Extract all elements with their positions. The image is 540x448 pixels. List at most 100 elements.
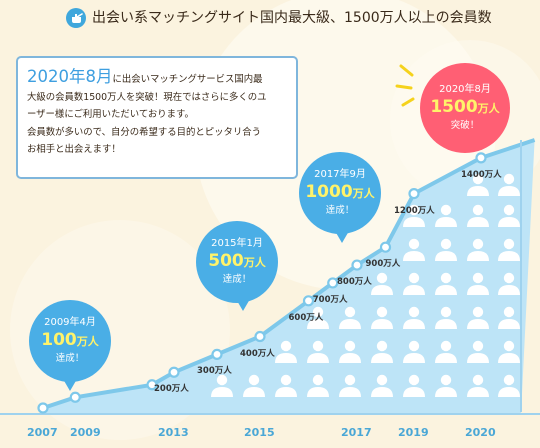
person-silhouette-icon	[435, 306, 457, 329]
data-point-marker	[379, 241, 392, 253]
person-silhouette-icon	[275, 374, 297, 397]
person-silhouette-icon	[467, 306, 489, 329]
person-silhouette-icon	[435, 238, 457, 261]
intro-card: 2020年8月に出会いマッチングサービス国内最 大級の会員数1500万人を突破！…	[16, 56, 298, 179]
bubble-tail	[236, 299, 250, 311]
person-silhouette-icon	[339, 340, 361, 363]
person-silhouette-icon	[307, 306, 329, 329]
person-silhouette-icon	[371, 272, 393, 295]
intro-date: 2020年8月	[27, 67, 113, 86]
milestone-value: 1500	[430, 97, 478, 117]
person-silhouette-icon	[371, 374, 393, 397]
x-tick-label: 2020	[465, 426, 496, 439]
data-point-marker	[69, 391, 81, 403]
milestone-date: 2015年1月	[211, 238, 263, 249]
data-point-label: 400万人	[240, 348, 275, 359]
x-tick-label: 2015	[244, 426, 275, 439]
milestone-unit: 万人	[243, 256, 266, 269]
person-silhouette-icon	[498, 204, 520, 227]
data-point-label: 1400万人	[461, 169, 502, 180]
person-silhouette-icon	[403, 374, 425, 397]
milestone-label: 達成！	[222, 274, 252, 285]
person-silhouette-icon	[403, 340, 425, 363]
data-point-label: 1200万人	[394, 205, 435, 216]
person-silhouette-icon	[403, 238, 425, 261]
pointing-hand-icon	[66, 8, 86, 28]
data-point-label: 600万人	[288, 312, 324, 323]
person-silhouette-icon	[498, 238, 520, 261]
data-point-label: 200万人	[154, 384, 189, 395]
person-silhouette-icon	[498, 272, 520, 295]
people-icons	[211, 173, 520, 397]
person-silhouette-icon	[307, 340, 329, 363]
milestone-bubble-1000: 2017年9月 1000万人 達成！	[299, 152, 381, 234]
data-point-label: 800万人	[337, 277, 372, 288]
person-silhouette-icon	[435, 272, 457, 295]
milestone-value: 100	[41, 330, 77, 350]
person-silhouette-icon	[467, 340, 489, 363]
person-silhouette-icon	[435, 340, 457, 363]
person-silhouette-icon	[435, 204, 457, 227]
milestone-label: 達成！	[55, 353, 85, 364]
person-silhouette-icon	[339, 306, 361, 329]
data-point-marker	[351, 259, 363, 271]
milestone-unit: 万人	[76, 335, 99, 348]
data-point-marker	[37, 402, 49, 414]
person-silhouette-icon	[467, 204, 489, 227]
data-point-marker	[302, 295, 315, 307]
person-silhouette-icon	[467, 374, 489, 397]
person-silhouette-icon	[403, 272, 425, 295]
milestone-bubble-100: 2009年4月 100万人 達成！	[29, 300, 111, 382]
data-point-label: 300万人	[197, 366, 232, 377]
person-silhouette-icon	[498, 306, 520, 329]
person-silhouette-icon	[498, 340, 520, 363]
milestone-bubble-1500: 2020年8月 1500万人 突破！	[420, 63, 510, 153]
intro-line: に出会いマッチングサービス国内最	[112, 74, 263, 85]
intro-line: ーザー様にご利用いただいております。	[27, 109, 194, 120]
data-point-marker	[146, 379, 158, 391]
person-silhouette-icon	[498, 173, 520, 196]
intro-line: 会員数が多いので、自分の希望する目的とピッタリ合う	[27, 126, 262, 138]
x-tick-label: 2019	[398, 426, 429, 439]
data-point-marker	[475, 152, 487, 164]
milestone-bubble-500: 2015年1月 500万人 達成！	[196, 221, 278, 303]
person-silhouette-icon	[371, 340, 393, 363]
data-point-marker	[211, 348, 223, 360]
data-point-marker	[254, 330, 266, 343]
x-tick-label: 2009	[70, 426, 101, 439]
person-silhouette-icon	[371, 306, 393, 329]
person-silhouette-icon	[211, 374, 233, 397]
intro-text: 2020年8月に出会いマッチングサービス国内最 大級の会員数1500万人を突破！…	[27, 68, 288, 159]
milestone-date: 2020年8月	[439, 84, 491, 95]
data-point-marker	[327, 277, 339, 289]
person-silhouette-icon	[498, 374, 520, 397]
milestone-unit: 万人	[352, 187, 375, 200]
data-point-marker	[168, 366, 180, 378]
bubble-tail	[335, 231, 349, 243]
person-silhouette-icon	[467, 173, 489, 196]
person-silhouette-icon	[467, 238, 489, 261]
x-tick-label: 2017	[341, 426, 372, 439]
data-point-marker	[408, 188, 420, 200]
data-markers	[37, 152, 487, 414]
person-silhouette-icon	[243, 374, 265, 397]
milestone-unit: 万人	[477, 102, 500, 115]
milestone-label: 突破！	[450, 120, 480, 131]
data-point-label: 700万人	[312, 294, 348, 305]
milestone-date: 2009年4月	[44, 317, 96, 328]
page-header: 出会い系マッチングサイト国内最大級、1500万人以上の会員数	[0, 0, 540, 36]
data-point-label: 900万人	[365, 259, 401, 270]
bubble-tail	[63, 379, 77, 391]
person-silhouette-icon	[403, 204, 425, 227]
person-silhouette-icon	[435, 374, 457, 397]
person-silhouette-icon	[339, 374, 361, 397]
x-tick-label: 2013	[158, 426, 189, 439]
intro-line: お相手と出会えます！	[27, 144, 121, 155]
person-silhouette-icon	[403, 306, 425, 329]
page-title: 出会い系マッチングサイト国内最大級、1500万人以上の会員数	[92, 10, 492, 26]
milestone-date: 2017年9月	[314, 169, 366, 180]
person-silhouette-icon	[467, 272, 489, 295]
